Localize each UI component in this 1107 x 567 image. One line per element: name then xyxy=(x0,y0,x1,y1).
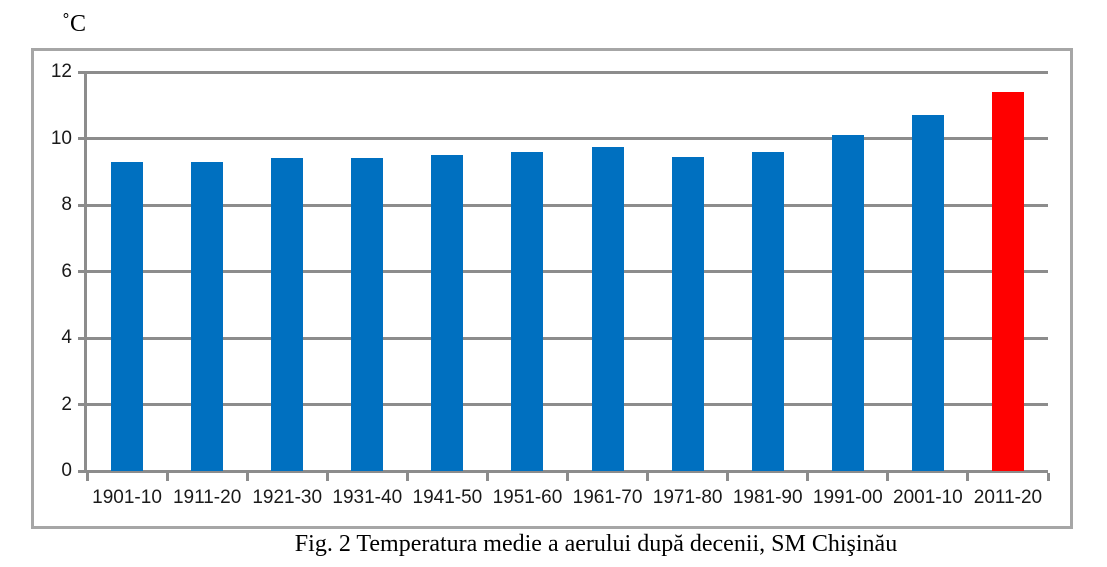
x-axis-tick xyxy=(886,472,890,481)
x-axis-label: 1971-80 xyxy=(652,487,723,508)
x-axis-label: 1991-00 xyxy=(812,487,883,508)
bar-1911-20 xyxy=(191,161,224,471)
x-axis-label: 1931-40 xyxy=(332,487,403,508)
x-axis-tick xyxy=(485,472,489,481)
x-axis-label: 1921-30 xyxy=(252,487,323,508)
x-axis-tick xyxy=(1046,472,1050,481)
y-axis-tick xyxy=(78,270,87,273)
bar-2001-10 xyxy=(911,115,944,471)
bar-1981-90 xyxy=(751,151,784,471)
x-axis-label: 1951-60 xyxy=(492,487,563,508)
x-axis-label: 2001-10 xyxy=(893,487,963,508)
y-axis-tick xyxy=(78,137,87,140)
y-axis-label: 4 xyxy=(61,327,72,348)
bar-1951-60 xyxy=(511,151,544,471)
y-axis-label: 2 xyxy=(61,393,72,415)
x-axis-tick xyxy=(405,472,409,481)
figure-caption: Fig. 2 Temperatura medie a aerului după … xyxy=(294,531,898,557)
y-axis-unit-label: ˚C xyxy=(62,11,86,37)
bar-2011-20 xyxy=(991,91,1024,471)
x-axis-line xyxy=(84,469,1048,473)
bar-1921-30 xyxy=(271,158,304,471)
x-axis-label: 1981-90 xyxy=(732,487,803,508)
x-axis-tick xyxy=(165,472,169,481)
x-axis-label: 1911-20 xyxy=(172,487,242,508)
bar-1901-10 xyxy=(111,161,144,471)
y-axis-tick xyxy=(78,469,87,473)
x-axis-label: 2011-20 xyxy=(973,487,1043,508)
y-gridline xyxy=(87,203,1048,207)
x-axis-tick xyxy=(325,472,329,481)
bar-1931-40 xyxy=(351,158,384,471)
x-axis-tick xyxy=(646,472,650,481)
x-axis-label: 1941-50 xyxy=(412,487,483,508)
y-axis-label: 6 xyxy=(61,260,72,282)
x-axis-tick xyxy=(566,472,569,481)
y-axis-tick xyxy=(78,336,87,340)
y-axis-tick xyxy=(78,403,87,406)
bar-1971-80 xyxy=(671,156,704,471)
y-axis-tick xyxy=(78,70,87,74)
x-axis-tick xyxy=(726,472,730,481)
x-axis-tick xyxy=(966,472,970,481)
bar-1991-00 xyxy=(831,135,864,471)
y-gridline xyxy=(87,70,1048,74)
y-gridline xyxy=(87,270,1048,273)
y-axis-tick xyxy=(78,203,87,207)
x-axis-tick xyxy=(85,472,89,481)
y-gridline xyxy=(87,137,1048,140)
y-axis-label: 0 xyxy=(61,460,72,481)
y-axis-line xyxy=(84,70,87,473)
x-axis-label: 1961-70 xyxy=(572,487,643,508)
x-axis-tick xyxy=(806,472,810,481)
y-gridline xyxy=(87,336,1048,340)
x-axis-tick xyxy=(245,472,249,481)
y-axis-label: 10 xyxy=(50,127,72,149)
x-axis-label: 1901-10 xyxy=(92,487,162,508)
y-axis-label: 12 xyxy=(50,61,72,82)
y-axis-label: 8 xyxy=(61,194,72,215)
bar-1941-50 xyxy=(431,155,464,471)
bar-1961-70 xyxy=(591,146,624,471)
y-gridline xyxy=(87,403,1048,406)
